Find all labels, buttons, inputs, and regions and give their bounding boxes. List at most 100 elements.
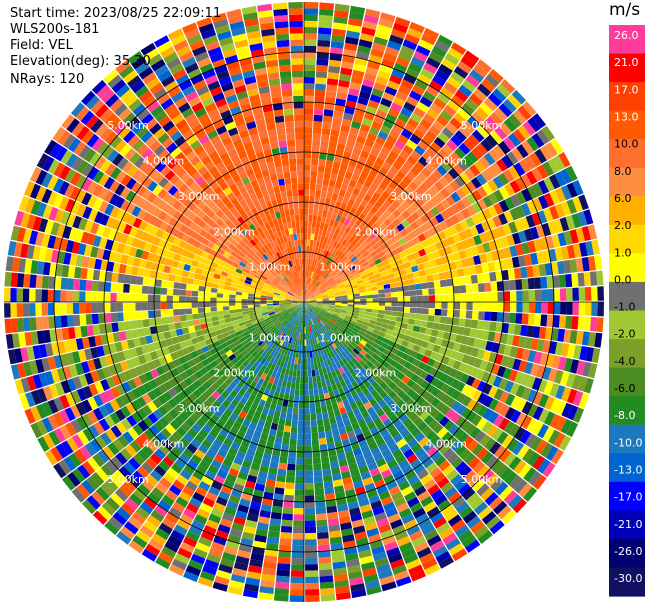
range-gate — [590, 317, 597, 332]
range-gate — [185, 296, 191, 302]
range-gate — [318, 432, 325, 439]
range-gate — [448, 302, 454, 309]
range-gate — [179, 309, 186, 315]
range-gate — [304, 183, 310, 189]
range-gate — [578, 316, 585, 330]
range-gate — [304, 71, 315, 78]
range-gate — [312, 439, 319, 446]
range-gate — [299, 402, 304, 408]
range-gate — [10, 288, 16, 302]
range-gate — [484, 282, 491, 291]
range-gate — [314, 203, 319, 210]
range-gate — [509, 313, 516, 324]
range-gate — [489, 272, 496, 282]
range-gate — [86, 280, 93, 291]
range-gate — [211, 288, 218, 293]
range-gate — [348, 299, 354, 301]
range-gate — [453, 286, 460, 294]
range-gate — [67, 278, 74, 290]
range-gate — [117, 303, 124, 312]
range-gate — [305, 570, 318, 577]
range-gate — [497, 281, 504, 291]
range-gate — [311, 158, 318, 165]
range-gate — [591, 302, 598, 316]
range-gate — [308, 215, 313, 222]
range-gate — [434, 316, 441, 323]
range-gate — [308, 364, 312, 370]
range-gate — [471, 275, 478, 284]
range-gate — [186, 314, 193, 320]
range-gate — [194, 325, 201, 332]
range-gate — [124, 274, 131, 283]
range-gate — [304, 58, 316, 65]
range-gate — [285, 482, 294, 489]
range-gate — [324, 481, 334, 488]
range-gate — [311, 171, 318, 178]
range-gate — [313, 451, 321, 458]
range-gate — [296, 458, 304, 464]
range-gate — [282, 513, 293, 520]
range-gate — [354, 302, 360, 305]
range-gate — [516, 302, 523, 313]
range-gate — [305, 514, 316, 521]
range-gate — [372, 294, 379, 298]
range-gate — [316, 71, 327, 78]
range-gate — [304, 2, 318, 9]
range-gate — [304, 339, 306, 345]
range-gate — [17, 318, 24, 332]
range-gate — [92, 303, 99, 313]
range-gate — [291, 558, 304, 565]
range-gate — [304, 396, 309, 402]
range-gate — [304, 115, 313, 122]
range-gate — [295, 389, 300, 396]
range-gate — [348, 297, 354, 300]
range-gate — [321, 456, 329, 463]
range-gate — [210, 302, 216, 307]
range-gate — [248, 296, 255, 299]
range-gate — [360, 308, 367, 312]
range-gate — [129, 303, 136, 312]
range-gate — [291, 564, 304, 571]
range-gate — [305, 489, 314, 496]
range-gate — [167, 309, 174, 316]
range-gate — [314, 482, 323, 489]
range-gate — [310, 177, 316, 184]
range-gate — [321, 191, 327, 198]
range-gate — [242, 305, 249, 308]
range-gate — [458, 318, 465, 326]
range-gate — [167, 316, 174, 323]
range-gate — [242, 293, 249, 297]
range-gate — [23, 274, 30, 288]
range-gate — [229, 298, 235, 302]
range-gate — [136, 320, 143, 329]
range-gate — [421, 314, 428, 321]
range-gate — [304, 33, 317, 40]
range-gate — [324, 172, 331, 179]
range-gate — [305, 496, 315, 503]
range-gate — [310, 240, 314, 247]
range-gate — [316, 59, 328, 66]
range-gate — [317, 216, 322, 223]
range-gate — [540, 277, 547, 289]
range-gate — [310, 402, 315, 409]
range-gate — [326, 506, 337, 514]
range-gate — [142, 303, 149, 311]
range-gate — [397, 286, 404, 291]
range-gate — [98, 303, 105, 313]
range-gate — [304, 371, 308, 377]
range-gate — [154, 310, 161, 318]
range-gate — [528, 278, 535, 290]
range-gate — [311, 165, 318, 172]
range-gate — [79, 291, 86, 302]
range-gate — [275, 588, 290, 595]
range-gate — [590, 271, 597, 286]
range-gate — [217, 298, 223, 302]
range-gate — [193, 319, 200, 325]
range-gate — [110, 303, 117, 312]
range-gate — [301, 364, 304, 370]
range-gate — [516, 291, 523, 302]
range-gate — [307, 246, 310, 253]
range-gate — [142, 286, 149, 294]
range-gate — [584, 272, 591, 286]
range-gate — [254, 305, 260, 308]
